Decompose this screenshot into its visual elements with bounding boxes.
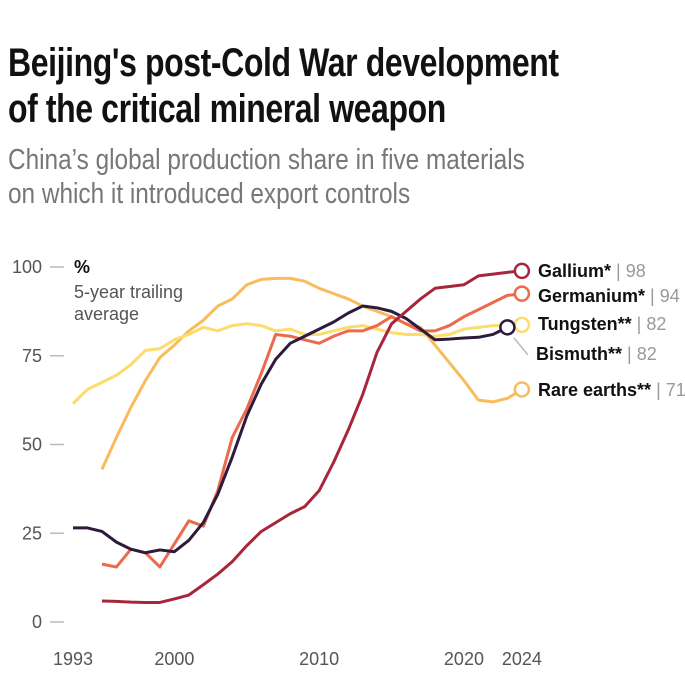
end-marker-gallium	[513, 262, 531, 280]
y-tick-label: 50	[22, 435, 42, 455]
chart-subtitle: China’s global production share in five …	[8, 143, 525, 211]
series-line-germanium	[101, 292, 523, 569]
series-line-bismuth	[73, 304, 509, 555]
series-end-value: | 94	[645, 286, 680, 306]
series-line-tungsten	[71, 322, 522, 405]
end-marker-tungsten	[513, 316, 531, 334]
series-line-gallium	[101, 269, 523, 604]
end-marker-rare-earths	[513, 381, 531, 398]
x-tick-label: 1993	[53, 649, 93, 669]
y-tick-label: 0	[32, 612, 42, 632]
series-label-germanium: Germanium* | 94	[538, 286, 680, 306]
x-tick-label: 2020	[444, 649, 484, 669]
note-line-2: average	[74, 304, 139, 324]
series-label-bismuth: Bismuth** | 82	[536, 344, 657, 364]
subtitle-line-1: China’s global production share in five …	[8, 144, 525, 176]
note-line-1: 5-year trailing	[74, 282, 183, 302]
series-label-rare-earths: Rare earths** | 71	[538, 380, 685, 400]
title-line-2: of the critical mineral weapon	[8, 87, 446, 131]
x-tick-label: 2024	[502, 649, 542, 669]
y-tick-label: 75	[22, 346, 42, 366]
series-name: Rare earths**	[538, 380, 651, 400]
x-tick-label: 2000	[154, 649, 194, 669]
series-name: Tungsten**	[538, 314, 632, 334]
series-end-value: | 71	[651, 380, 685, 400]
y-tick-label: 100	[12, 257, 42, 277]
chart-title: Beijing's post-Cold War development of t…	[8, 40, 559, 132]
series-label-gallium: Gallium* | 98	[538, 261, 646, 281]
series-end-value: | 82	[632, 314, 667, 334]
end-marker-bismuth	[499, 319, 516, 336]
series-name: Germanium*	[538, 286, 645, 306]
series-name: Bismuth**	[536, 344, 622, 364]
series-end-value: | 98	[611, 261, 646, 281]
series-name: Gallium*	[538, 261, 611, 281]
unit-label: %	[74, 257, 90, 277]
y-tick-label: 25	[22, 523, 42, 543]
series-line-rare-earths	[100, 276, 523, 470]
subtitle-line-2: on which it introduced export controls	[8, 178, 411, 210]
title-line-1: Beijing's post-Cold War development	[8, 41, 559, 85]
bismuth-leader-line	[513, 337, 529, 356]
series-end-value: | 82	[622, 344, 657, 364]
end-marker-germanium	[513, 285, 531, 302]
series-label-tungsten: Tungsten** | 82	[538, 314, 666, 334]
x-tick-label: 2010	[299, 649, 339, 669]
